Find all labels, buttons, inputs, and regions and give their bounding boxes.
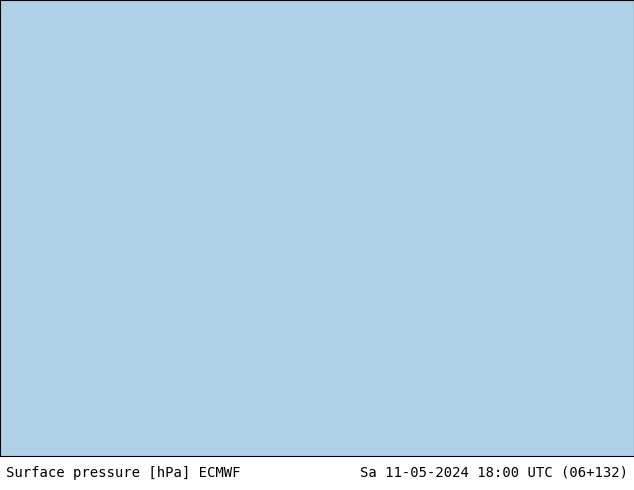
Text: Sa 11-05-2024 18:00 UTC (06+132): Sa 11-05-2024 18:00 UTC (06+132) (359, 466, 628, 480)
Text: Surface pressure [hPa] ECMWF: Surface pressure [hPa] ECMWF (6, 466, 241, 480)
